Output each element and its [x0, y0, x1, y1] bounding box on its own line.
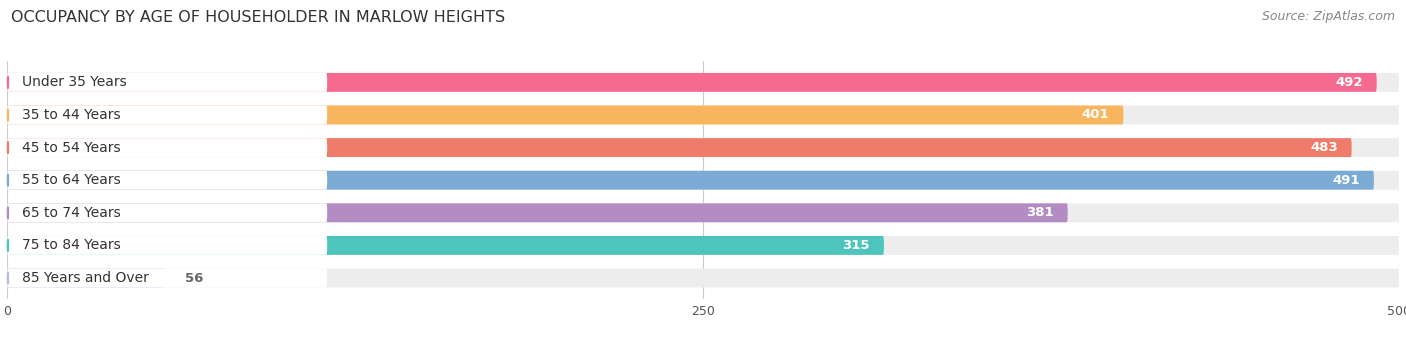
- Text: 35 to 44 Years: 35 to 44 Years: [22, 108, 121, 122]
- FancyBboxPatch shape: [7, 171, 328, 190]
- FancyBboxPatch shape: [7, 171, 1399, 190]
- FancyBboxPatch shape: [7, 203, 1399, 222]
- FancyBboxPatch shape: [7, 138, 328, 157]
- Text: Under 35 Years: Under 35 Years: [22, 75, 127, 89]
- FancyBboxPatch shape: [7, 73, 1376, 92]
- FancyBboxPatch shape: [7, 236, 884, 255]
- Text: 55 to 64 Years: 55 to 64 Years: [22, 173, 121, 187]
- Text: 491: 491: [1333, 174, 1360, 187]
- Text: 85 Years and Over: 85 Years and Over: [22, 271, 149, 285]
- Text: OCCUPANCY BY AGE OF HOUSEHOLDER IN MARLOW HEIGHTS: OCCUPANCY BY AGE OF HOUSEHOLDER IN MARLO…: [11, 10, 505, 25]
- Text: 492: 492: [1336, 76, 1362, 89]
- FancyBboxPatch shape: [7, 105, 1123, 124]
- Text: Source: ZipAtlas.com: Source: ZipAtlas.com: [1261, 10, 1395, 23]
- FancyBboxPatch shape: [7, 105, 328, 124]
- Text: 315: 315: [842, 239, 870, 252]
- FancyBboxPatch shape: [7, 203, 1067, 222]
- Text: 75 to 84 Years: 75 to 84 Years: [22, 238, 121, 252]
- Text: 381: 381: [1026, 206, 1053, 219]
- FancyBboxPatch shape: [7, 138, 1351, 157]
- Text: 401: 401: [1081, 108, 1109, 121]
- FancyBboxPatch shape: [7, 73, 328, 92]
- FancyBboxPatch shape: [7, 269, 328, 287]
- FancyBboxPatch shape: [7, 73, 1399, 92]
- FancyBboxPatch shape: [7, 269, 163, 287]
- Text: 483: 483: [1310, 141, 1337, 154]
- Text: 65 to 74 Years: 65 to 74 Years: [22, 206, 121, 220]
- FancyBboxPatch shape: [7, 105, 1399, 124]
- FancyBboxPatch shape: [7, 203, 328, 222]
- FancyBboxPatch shape: [7, 171, 1374, 190]
- Text: 56: 56: [186, 272, 204, 285]
- FancyBboxPatch shape: [7, 269, 1399, 287]
- FancyBboxPatch shape: [7, 236, 328, 255]
- FancyBboxPatch shape: [7, 236, 1399, 255]
- FancyBboxPatch shape: [7, 138, 1399, 157]
- Text: 45 to 54 Years: 45 to 54 Years: [22, 141, 121, 155]
